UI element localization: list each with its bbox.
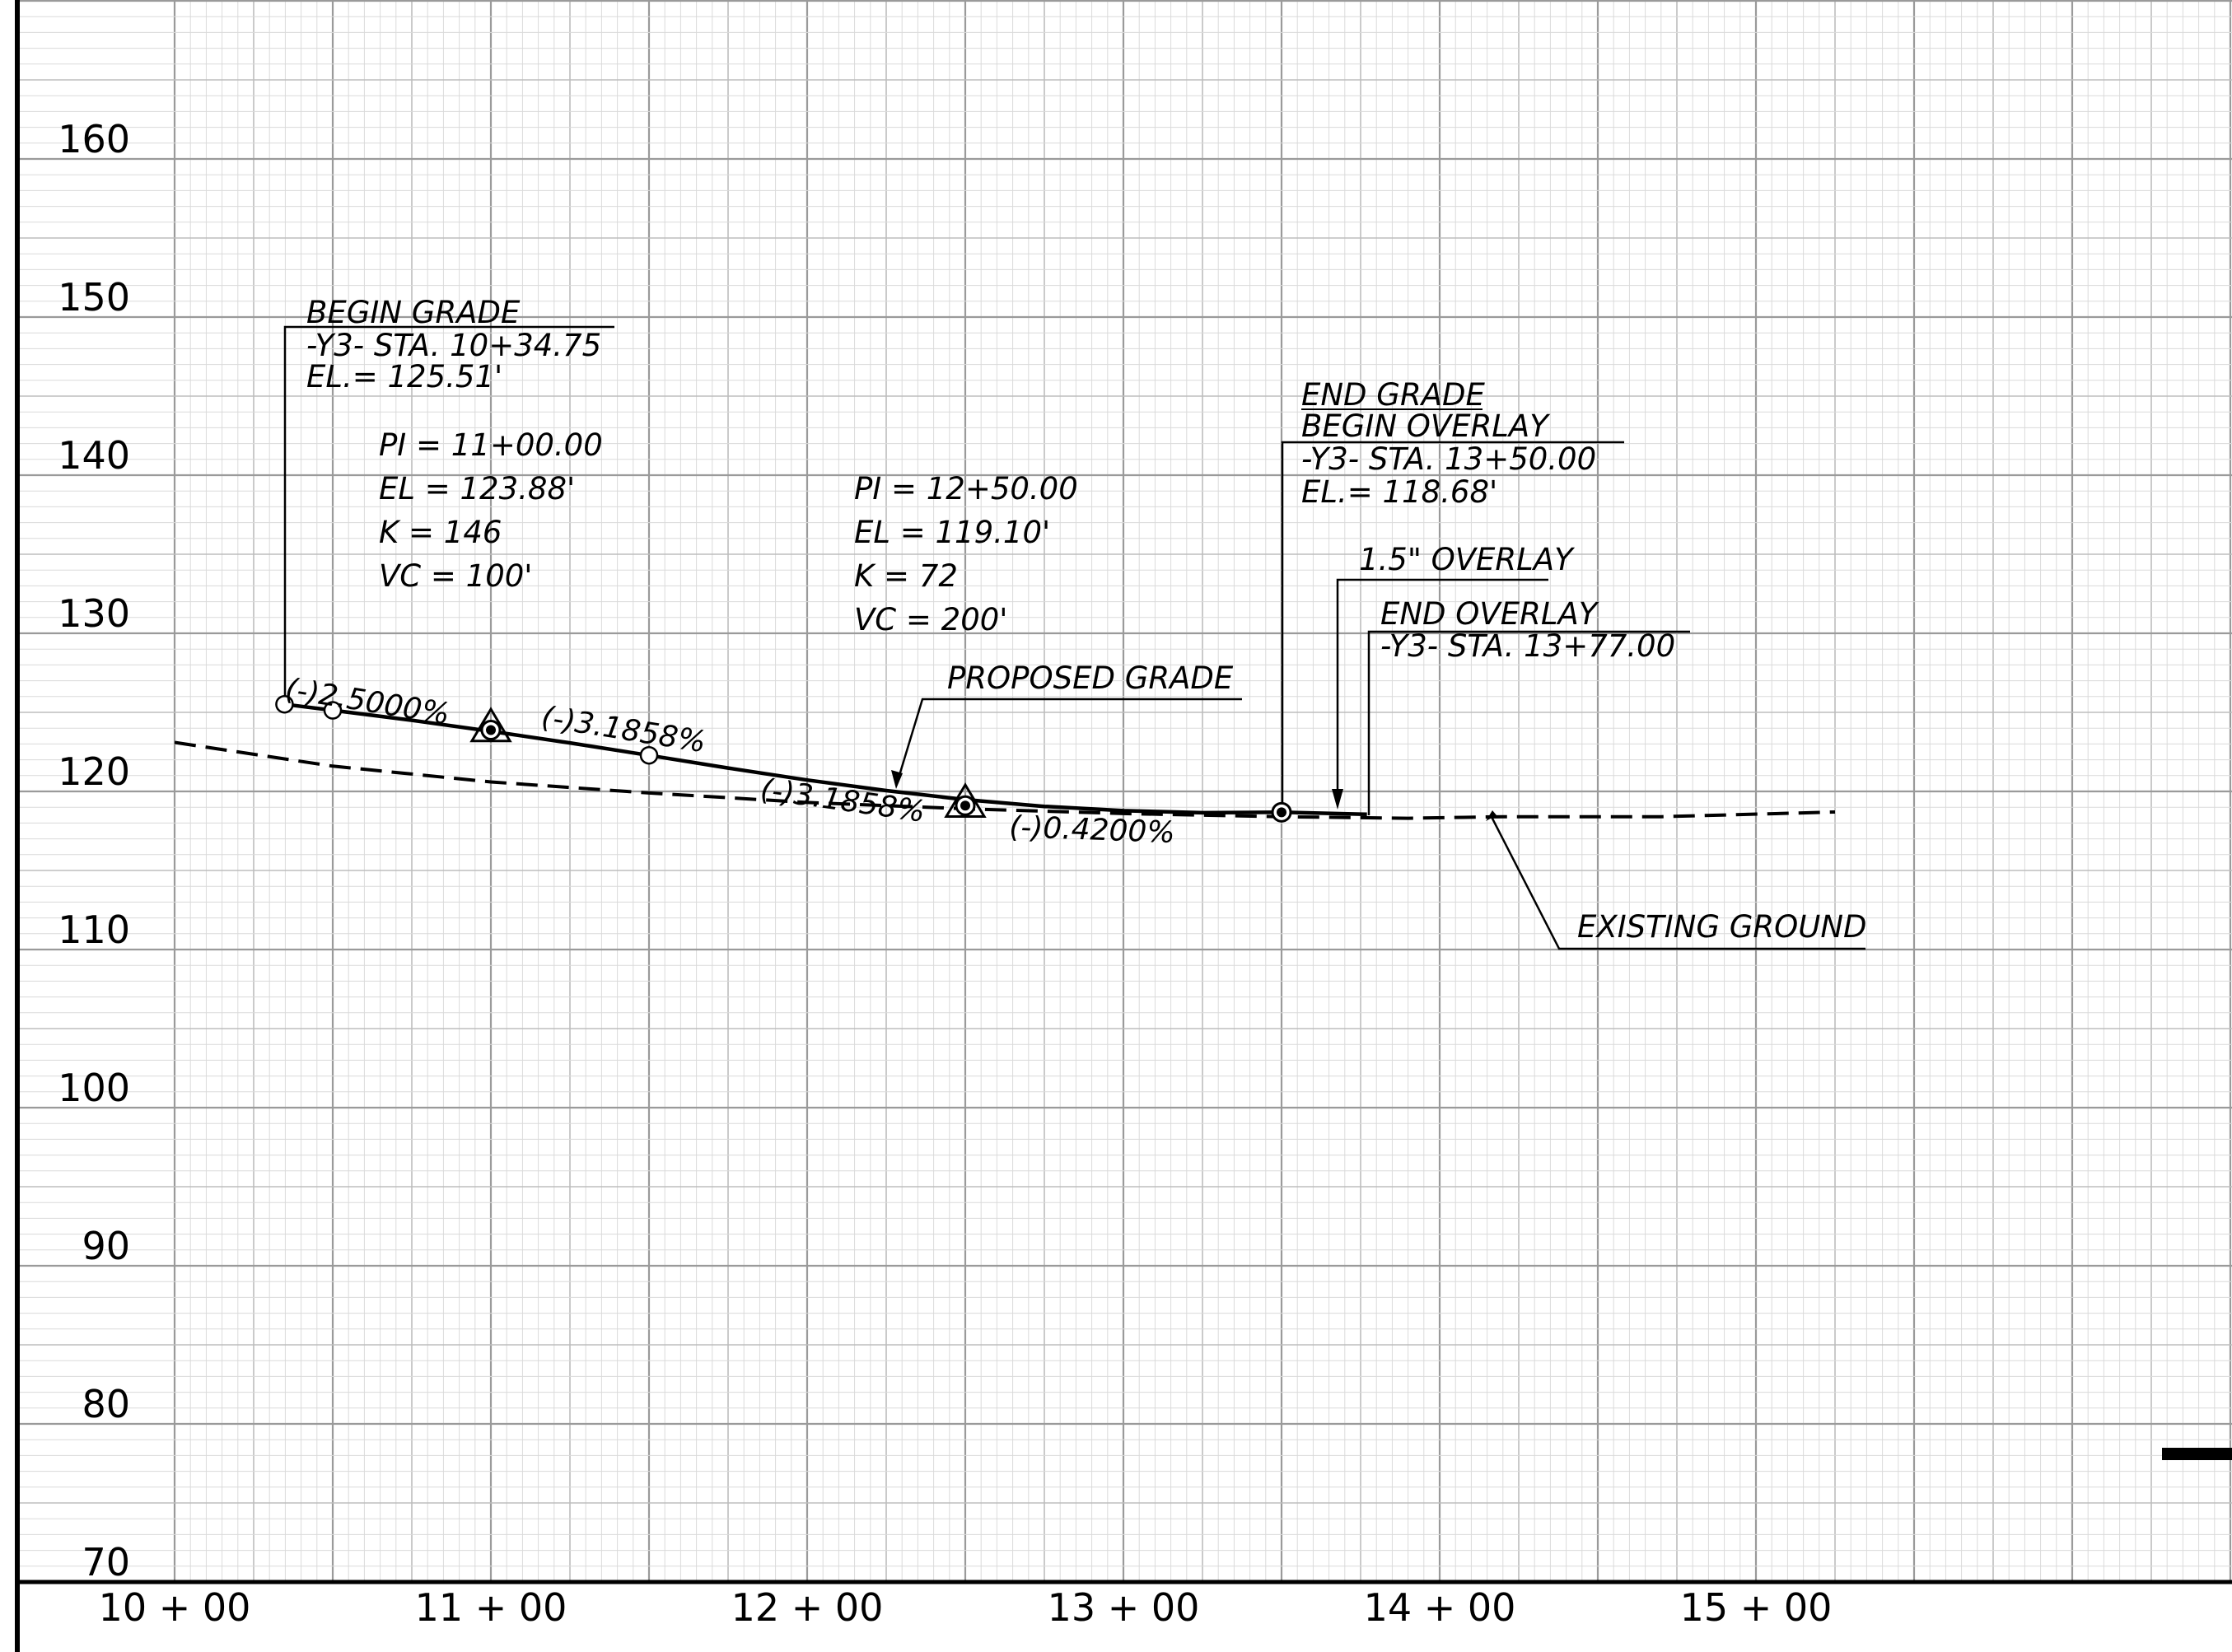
begin-grade-station: -Y3- STA. 10+34.75 [306,328,601,363]
pvi-marker-dot [486,725,496,735]
station-marker-circle [275,694,294,714]
end-overlay-title: END OVERLAY [1380,596,1599,632]
end-overlay-station: -Y3- STA. 13+77.00 [1380,628,1675,664]
end-grade-leader [1281,441,1624,811]
pi-1-elevation: EL = 123.88' [379,471,575,506]
x-tick-label: 15 + 00 [1680,1585,1833,1630]
x-tick-label: 10 + 00 [99,1585,251,1630]
begin-overlay-title: BEGIN OVERLAY [1301,408,1550,444]
y-tick-label: 100 [58,1066,130,1110]
existing-ground-label: EXISTING GROUND [1577,909,1867,945]
y-tick-label: 90 [82,1224,130,1268]
pi-2-vc-length: VC = 200' [854,602,1007,637]
pi-2-k-value: K = 72 [854,558,958,594]
end-grade-station: -Y3- STA. 13+50.00 [1301,441,1596,477]
proposed-grade-label: PROPOSED GRADE [947,660,1234,696]
y-tick-label: 150 [58,275,130,320]
end-overlay-leader [1367,630,1690,815]
x-tick-labels: 10 + 00 11 + 00 12 + 00 13 + 00 14 + 00 15 + … [99,1585,1833,1630]
existing-ground-leader [1489,814,1865,950]
end-grade-title: END GRADE [1301,377,1485,413]
pvi-marker-triangle [469,707,512,743]
end-grade-marker-dot [1277,807,1286,818]
proposed-grade-arrowhead [891,770,903,789]
existing-ground-arrowhead [1486,810,1497,821]
chart-frame [15,0,2232,1652]
overlay-thickness-label: 1.5" OVERLAY [1359,542,1575,577]
pi-1-vc-length: VC = 100' [379,558,532,594]
x-tick-label: 14 + 00 [1364,1585,1516,1630]
overlay-leader [1336,578,1548,801]
y-tick-label: 140 [58,433,130,478]
proposed-grade-leader [896,698,1242,782]
pi-1-station: PI = 11+00.00 [379,427,603,463]
x-tick-label: 11 + 00 [415,1585,567,1630]
pvi-marker-triangle [944,782,987,818]
grid [17,0,2232,1584]
slope-label-1: (-)2.5000% [283,672,452,731]
match-line-mark [2162,1448,2232,1460]
y-tick-labels: 70 80 90 100 110 120 130 140 150 160 [58,117,130,1584]
pi-1-k-value: K = 146 [379,515,502,550]
y-tick-label: 110 [58,908,130,952]
proposed-grade-line [284,702,1367,817]
y-tick-label: 130 [58,591,130,636]
y-tick-label: 160 [58,117,130,161]
station-marker-circle [639,745,659,765]
profile-lines [174,702,1836,820]
end-grade-elevation: EL.= 118.68' [1301,474,1497,510]
pi-2-station: PI = 12+50.00 [854,471,1078,506]
station-marker-circle [323,701,343,720]
begin-grade-title: BEGIN GRADE [306,295,521,330]
overlay-arrowhead [1332,789,1343,810]
x-tick-label: 13 + 00 [1048,1585,1200,1630]
pvi-marker-dot [960,800,970,811]
y-tick-label: 80 [82,1382,130,1426]
y-tick-label: 120 [58,749,130,794]
x-tick-label: 12 + 00 [731,1585,884,1630]
slope-label-4: (-)0.4200% [1009,810,1176,850]
station-markers [275,694,1292,823]
existing-ground-line [174,740,1836,820]
begin-grade-elevation: EL.= 125.51' [306,359,502,394]
y-tick-label: 70 [82,1540,130,1584]
pi-2-elevation: EL = 119.10' [854,515,1050,550]
